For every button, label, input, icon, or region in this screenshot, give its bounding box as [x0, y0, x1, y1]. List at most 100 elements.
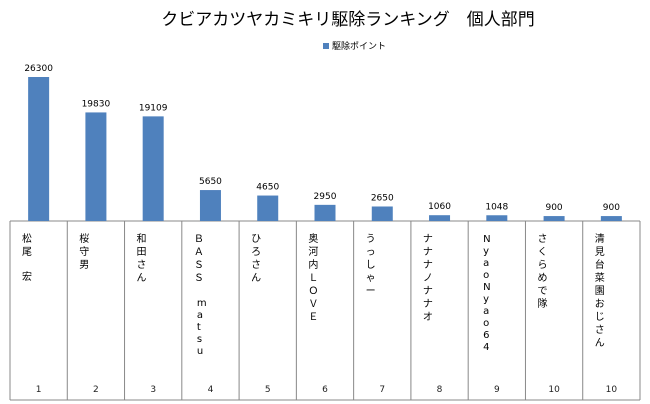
category-label-char: t	[197, 322, 201, 333]
category-label-char: 尾	[22, 246, 32, 258]
category-label-char: Ｓ	[194, 273, 204, 284]
legend-label: 駆除ポイント	[332, 40, 386, 52]
category-label-char: a	[197, 310, 203, 321]
category-label-char: 6	[483, 330, 489, 341]
category-label-char: お	[595, 298, 605, 310]
category-label-char: Ｏ	[308, 286, 318, 297]
category-label-char: め	[537, 272, 547, 284]
category-label-char: 河	[308, 246, 318, 258]
category-label-char: 菜	[595, 272, 605, 284]
bar	[199, 190, 221, 221]
category-label-char: Ａ	[194, 247, 204, 258]
rank-label: 9	[494, 385, 500, 395]
data-label: 2650	[371, 193, 394, 203]
rank-label: 6	[322, 385, 328, 395]
category-label-char: ノ	[423, 273, 433, 284]
data-label: 26300	[24, 64, 53, 74]
category-label-char: y	[483, 294, 489, 305]
category-label-char: o	[483, 270, 489, 281]
category-label-char: ん	[595, 337, 605, 349]
data-label: 2950	[314, 192, 337, 202]
category-label-char: さ	[537, 233, 547, 245]
category-label-char: a	[483, 306, 489, 317]
category-label-char: 4	[483, 342, 489, 353]
category-label-char: ろ	[251, 247, 261, 258]
category-label-char: 松	[22, 232, 32, 245]
bar	[543, 216, 565, 221]
bar	[142, 116, 164, 221]
category-label-char: u	[197, 346, 203, 357]
category-label-char: ひ	[251, 234, 261, 245]
category-label-char: ん	[137, 272, 147, 284]
category-label-char: じ	[595, 311, 605, 323]
category-label-char: 男	[79, 259, 89, 271]
bar	[257, 195, 279, 221]
category-label-char: m	[197, 298, 207, 309]
data-label: 19109	[139, 103, 168, 113]
category-label-char: ん	[251, 272, 261, 284]
category-label-char: ナ	[423, 246, 433, 258]
category-label-char: 見	[595, 246, 605, 258]
category-label-char: 守	[79, 245, 89, 258]
rank-label: 2	[93, 385, 99, 395]
category-label-char: 台	[595, 258, 605, 271]
category-label-char: 隊	[537, 297, 547, 310]
category-label-char: 田	[137, 247, 147, 258]
data-label: 1048	[485, 202, 508, 212]
bar	[429, 215, 451, 221]
category-label-char: Ｅ	[308, 312, 318, 323]
bar	[28, 77, 50, 221]
rank-label: 5	[265, 385, 271, 395]
category-label-char: o	[483, 318, 489, 329]
rank-label: 1	[36, 385, 42, 395]
category-label-char: N	[483, 282, 490, 293]
category-label-char: オ	[423, 311, 433, 323]
category-label-char: 園	[595, 285, 605, 297]
category-label-char: s	[197, 334, 202, 345]
category-label-char: で	[537, 286, 547, 297]
category-label-char: Ｓ	[194, 260, 204, 271]
bar	[85, 112, 107, 221]
legend-swatch	[323, 43, 329, 49]
bar	[600, 216, 622, 221]
category-label-char: ナ	[423, 298, 433, 310]
rank-label: 8	[437, 385, 443, 395]
category-label-char: ナ	[423, 233, 433, 245]
data-label: 900	[545, 203, 562, 213]
category-label-char: 奥	[308, 232, 318, 245]
category-label-char: Ｖ	[308, 299, 318, 310]
data-label: 4650	[256, 183, 279, 193]
data-label: 900	[603, 203, 620, 213]
category-label-char: ら	[537, 259, 547, 271]
chart-title: クビアカツヤカミキリ駆除ランキング 個人部門	[161, 10, 535, 30]
bar	[486, 215, 508, 221]
category-label-char: し	[366, 259, 376, 271]
category-label-char: っ	[366, 247, 376, 258]
rank-label: 4	[208, 385, 214, 395]
category-label-char: ゃ	[366, 273, 376, 284]
category-label-char: 桜	[79, 232, 89, 245]
rank-label: 3	[150, 385, 156, 395]
rank-label: 10	[548, 385, 560, 395]
category-label-char: a	[483, 258, 489, 269]
category-label-char: 清	[595, 232, 605, 245]
category-label-char: N	[483, 234, 490, 245]
category-label-char: ナ	[423, 285, 433, 297]
bar	[314, 204, 336, 221]
category-label-char: 内	[308, 258, 318, 271]
data-label: 5650	[199, 177, 222, 187]
category-label-char: 宏	[22, 270, 32, 283]
category-label-char: く	[537, 247, 547, 258]
category-label-char: ー	[366, 286, 376, 297]
category-label-char: Ｂ	[194, 234, 204, 245]
category-label-char: 和	[137, 233, 147, 245]
category-label-char: さ	[251, 259, 261, 271]
category-label-char: ナ	[423, 259, 433, 271]
data-label: 1060	[428, 202, 451, 212]
category-label-char: さ	[137, 259, 147, 271]
category-label-char: y	[483, 246, 489, 257]
plot-area: 26300松尾宏119830桜守男219109和田さん35650ＢＡＳＳmats…	[9, 64, 641, 401]
bar	[371, 206, 393, 221]
data-label: 19830	[82, 99, 111, 109]
